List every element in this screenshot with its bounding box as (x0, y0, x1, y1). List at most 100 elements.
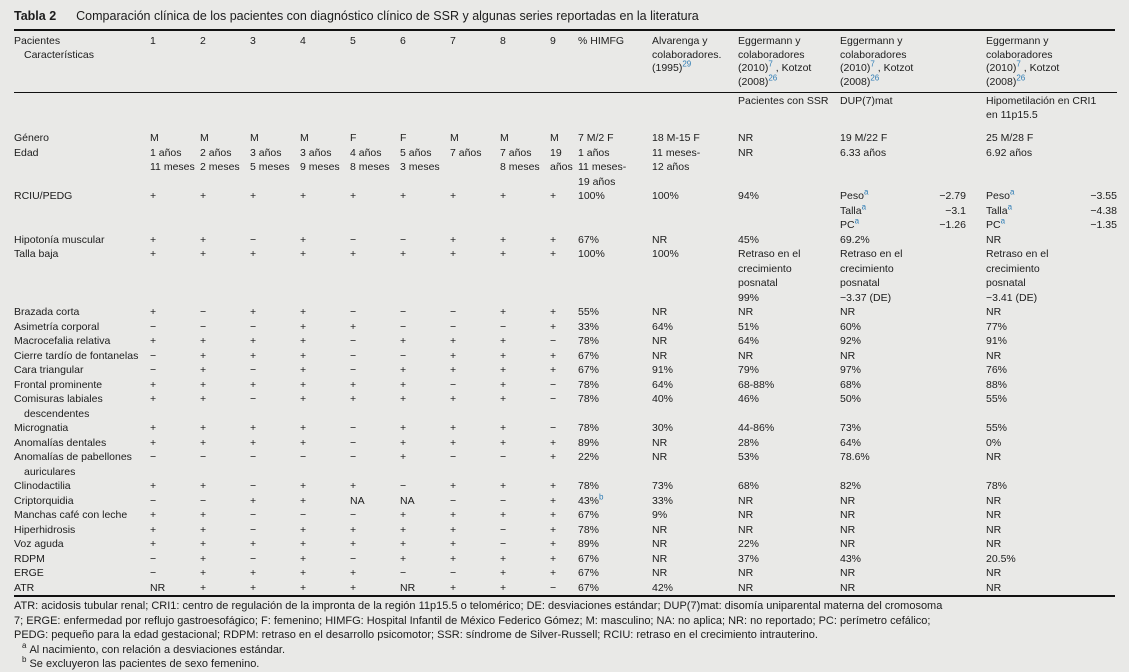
table-row: Micrognatia + + + + − + + + − 78% 30% 44-86% 73% 55% (14, 421, 1117, 436)
table-cell: + (150, 248, 157, 260)
table-cell: 55% (986, 422, 1008, 434)
table-cell: 40% (652, 393, 674, 405)
measurement-value: −4.38 (1090, 204, 1117, 217)
citation-ref[interactable]: 7 (870, 59, 875, 69)
table-cell: − (300, 509, 307, 521)
table-row: Asimetría corporal − − − + + − − − +33% 64% 51% 60% 7… (14, 320, 1117, 335)
table-row: Anomalías de pabellones auriculares − − − − − +… (14, 450, 1117, 479)
footnote-ref[interactable]: a (861, 202, 867, 211)
row-label: RDPM (14, 552, 45, 565)
table-cell: + (450, 436, 457, 449)
table-cell: + (350, 248, 357, 260)
abbreviations-line: PEDG: pequeño para la edad gestacional; … (14, 629, 818, 641)
table-cell: + (250, 335, 257, 347)
table-cell: − (250, 451, 257, 463)
measurement-value: −3.1 (945, 204, 966, 217)
row-label: Criptorquidia (14, 494, 74, 507)
table-cell: NR (840, 509, 856, 521)
citation-ref[interactable]: 26 (870, 73, 880, 82)
series-subtitle-egg_hipo: Hipometilación en CRI1 en 11p15.5 (986, 93, 1117, 132)
table-cell: + (450, 538, 457, 550)
table-cell: − (150, 494, 157, 507)
measurement-label: Pesoa (840, 187, 869, 202)
table-cell: 11 meses- 12 años (652, 146, 701, 174)
table-cell: 78% (578, 480, 600, 492)
table-cell: + (500, 349, 507, 362)
table-cell: 22% (738, 538, 760, 550)
table-cell: 97% (840, 364, 862, 376)
table-cell: + (250, 190, 257, 202)
table-cell: − (350, 436, 357, 449)
table-cell: 82% (840, 480, 862, 492)
table-cell: NR (652, 451, 668, 463)
table-cell: NR (738, 581, 754, 594)
table-cell: 44-86% (738, 422, 775, 434)
table-cell: + (550, 509, 557, 521)
table-cell: 4 años 8 meses (350, 146, 390, 174)
footnote-ref[interactable]: a (1000, 216, 1006, 226)
table-cell: 6.33 años (840, 146, 887, 159)
citation-ref[interactable]: 29 (682, 59, 692, 69)
table-cell: M (150, 132, 159, 144)
row-label: Hipotonía muscular (14, 233, 105, 246)
table-cell: M (200, 132, 209, 144)
table-cell: + (550, 451, 557, 463)
table-cell: − (350, 335, 357, 347)
table-cell: NR (986, 509, 1002, 521)
series-subtitle-text: Pacientes con SSR (738, 95, 829, 107)
patient-column-header: 6 (400, 31, 450, 93)
table-cell: − (400, 480, 407, 492)
table-cell: NR (738, 132, 754, 144)
table-cell: 68% (738, 480, 760, 492)
measurement-pair: Pesoa −3.55 (986, 187, 1117, 204)
table-cell: + (450, 581, 457, 594)
table-cell: 19 M/22 F (840, 132, 888, 144)
table-cell: NA (400, 494, 415, 507)
table-cell: + (200, 581, 207, 594)
series-column-title: Eggermann y colaboradores (2010)7 , Kotz… (738, 35, 838, 89)
citation-ref[interactable]: 7 (1016, 59, 1021, 69)
table-cell: 92% (840, 335, 862, 347)
footnote-ref[interactable]: a (1007, 202, 1013, 211)
table-cell: + (400, 335, 407, 347)
row-label: Género (14, 132, 50, 144)
measurement-label: Tallaa (986, 202, 1013, 217)
table-cell: 68% (840, 378, 862, 391)
table-cell: + (300, 349, 307, 362)
footnote-ref[interactable]: a (863, 187, 869, 197)
measurement-label: Pesoa (986, 187, 1015, 202)
table-cell: + (550, 567, 557, 579)
table-cell: 53% (738, 451, 760, 463)
table-cell: − (450, 567, 457, 579)
table-row: Comisuras labiales descendentes + + − + + + + + −7… (14, 392, 1117, 421)
series-subtitle-alvarenga (652, 93, 738, 132)
table-cell: 3 años 9 meses (300, 146, 340, 174)
footnote-ref[interactable]: b (599, 492, 604, 501)
row-label: Cara triangular (14, 364, 84, 376)
table-cell: + (300, 378, 307, 391)
table-cell: − (250, 509, 257, 521)
table-cell: + (200, 248, 207, 260)
footnote-a-marker: a (22, 640, 27, 650)
header-text: Eggermann y colaboradores (2010) (840, 35, 907, 74)
header-text: % HIMFG (578, 35, 625, 47)
table-cell: NR (986, 581, 1002, 594)
footnote-ref[interactable]: a (1009, 187, 1015, 197)
citation-ref[interactable]: 26 (768, 73, 778, 82)
table-cell: + (200, 378, 207, 391)
footnote-ref[interactable]: a (854, 216, 860, 226)
citation-ref[interactable]: 7 (768, 59, 773, 69)
table-cell: 43%b (578, 492, 604, 507)
table-cell: + (500, 335, 507, 347)
table-cell: NR (652, 538, 668, 550)
table-cell: − (400, 306, 407, 318)
table-row: Manchas café con leche + + − − − + + + +67% 9% NR NR… (14, 508, 1117, 523)
table-cell: NR (738, 509, 754, 521)
table-cell: NR (986, 233, 1002, 246)
table-cell: 89% (578, 538, 600, 550)
citation-ref[interactable]: 26 (1016, 73, 1026, 82)
header-text: Alvarenga y colaboradores. (1995) (652, 35, 722, 74)
table-cell: + (200, 349, 207, 362)
measurement-pair: Tallaa −3.1 (840, 202, 966, 219)
table-cell: NR (738, 523, 754, 536)
